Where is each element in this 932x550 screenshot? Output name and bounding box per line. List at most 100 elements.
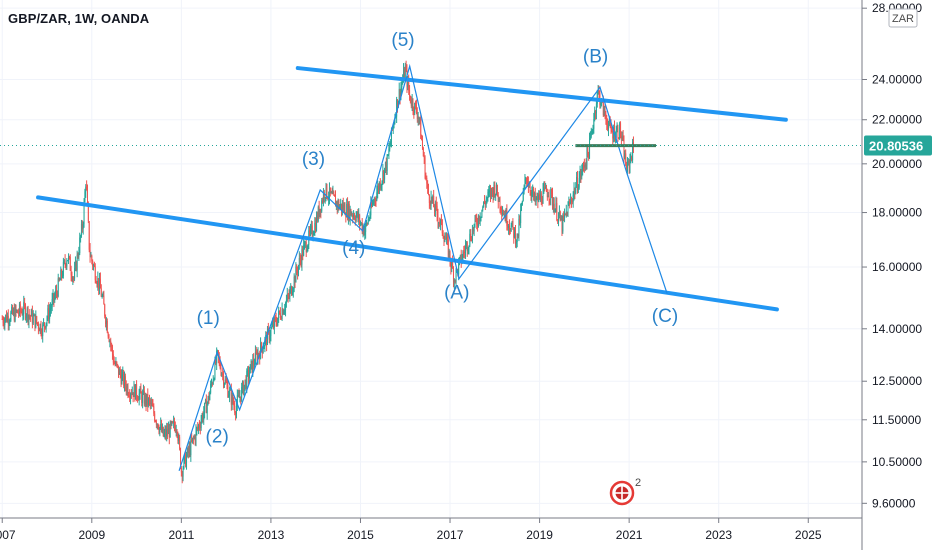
candle-body — [248, 369, 250, 379]
candle-body — [484, 203, 486, 205]
candle — [322, 187, 324, 207]
candle — [244, 379, 246, 392]
candle-body — [612, 132, 614, 139]
candle — [208, 392, 210, 404]
candle-body — [591, 130, 593, 132]
candle-body — [606, 117, 608, 126]
candle — [508, 223, 510, 235]
wave-path[interactable] — [178, 63, 668, 471]
candle-body — [255, 351, 257, 354]
candle — [589, 131, 591, 141]
channel-lines[interactable] — [36, 66, 788, 312]
candle-body — [428, 194, 430, 203]
candle-body — [512, 220, 514, 228]
candle-body — [279, 313, 281, 319]
candle-body — [76, 254, 78, 271]
candle — [432, 194, 434, 204]
candle — [616, 122, 618, 133]
candle — [353, 210, 355, 220]
candle-body — [497, 195, 499, 202]
candle — [167, 421, 169, 435]
candle-body — [85, 186, 87, 192]
candle — [66, 258, 68, 271]
candle — [553, 197, 555, 215]
candle-body — [618, 137, 620, 139]
candle — [210, 380, 212, 395]
candle — [349, 205, 351, 226]
candle-body — [177, 433, 179, 441]
candle — [502, 206, 504, 217]
candle — [71, 271, 73, 282]
candle-body — [340, 203, 342, 207]
candle — [280, 315, 282, 321]
candle-body — [235, 404, 237, 415]
candle-body — [571, 201, 573, 203]
candle — [21, 306, 23, 316]
candle-body — [162, 427, 164, 437]
candle — [148, 394, 150, 406]
candle — [273, 316, 275, 335]
candle — [161, 423, 163, 434]
candle — [3, 316, 5, 330]
time-tick-label: 2009 — [78, 528, 105, 542]
candle-body — [316, 215, 318, 221]
candle — [606, 114, 608, 131]
candle-body — [541, 202, 543, 204]
candle-body — [542, 189, 544, 204]
candle — [550, 187, 552, 206]
candle-body — [631, 157, 633, 161]
candle-body — [281, 309, 283, 320]
candle-body — [181, 472, 183, 477]
candle-body — [552, 193, 554, 206]
candle — [286, 287, 288, 302]
candle-body — [615, 130, 617, 138]
candle-body — [507, 225, 509, 228]
currency-label: ZAR — [892, 13, 914, 25]
candle-body — [268, 329, 270, 340]
candle — [231, 392, 233, 411]
candle-body — [519, 218, 521, 224]
candle — [383, 169, 385, 184]
candle-body — [544, 186, 546, 189]
candle-body — [30, 315, 32, 317]
candle — [307, 243, 309, 252]
candle — [427, 180, 429, 194]
candle — [148, 397, 150, 408]
candle — [295, 262, 297, 283]
candle — [23, 295, 25, 320]
candle-body — [429, 202, 431, 206]
candle-body — [249, 364, 251, 374]
candle — [591, 128, 593, 135]
candle — [434, 200, 436, 217]
candle-body — [455, 269, 457, 283]
candle-body — [59, 279, 61, 281]
candle-body — [18, 304, 20, 314]
candle-body — [508, 225, 510, 230]
candle-body — [307, 244, 309, 250]
candle-body — [17, 310, 19, 314]
candle — [564, 208, 566, 223]
candle — [93, 261, 95, 268]
candle-body — [117, 364, 119, 366]
candle — [221, 372, 223, 378]
candle — [31, 305, 33, 329]
candle-body — [530, 192, 532, 196]
candle-body — [383, 170, 385, 180]
candle-body — [620, 123, 622, 136]
candle — [336, 200, 338, 215]
candle — [2, 316, 4, 327]
candle-body — [296, 266, 298, 272]
candle — [52, 289, 54, 305]
candle — [511, 220, 513, 228]
candle — [465, 239, 467, 260]
candle — [358, 208, 360, 226]
candle — [484, 200, 486, 211]
time-tick-label: 2023 — [705, 528, 732, 542]
candle — [25, 313, 27, 323]
symbol-title: GBP/ZAR, 1W, OANDA — [8, 11, 150, 26]
candle — [199, 421, 201, 435]
candle — [82, 221, 84, 235]
price-tick-label: 20.00000 — [872, 157, 922, 171]
candle — [124, 373, 126, 392]
